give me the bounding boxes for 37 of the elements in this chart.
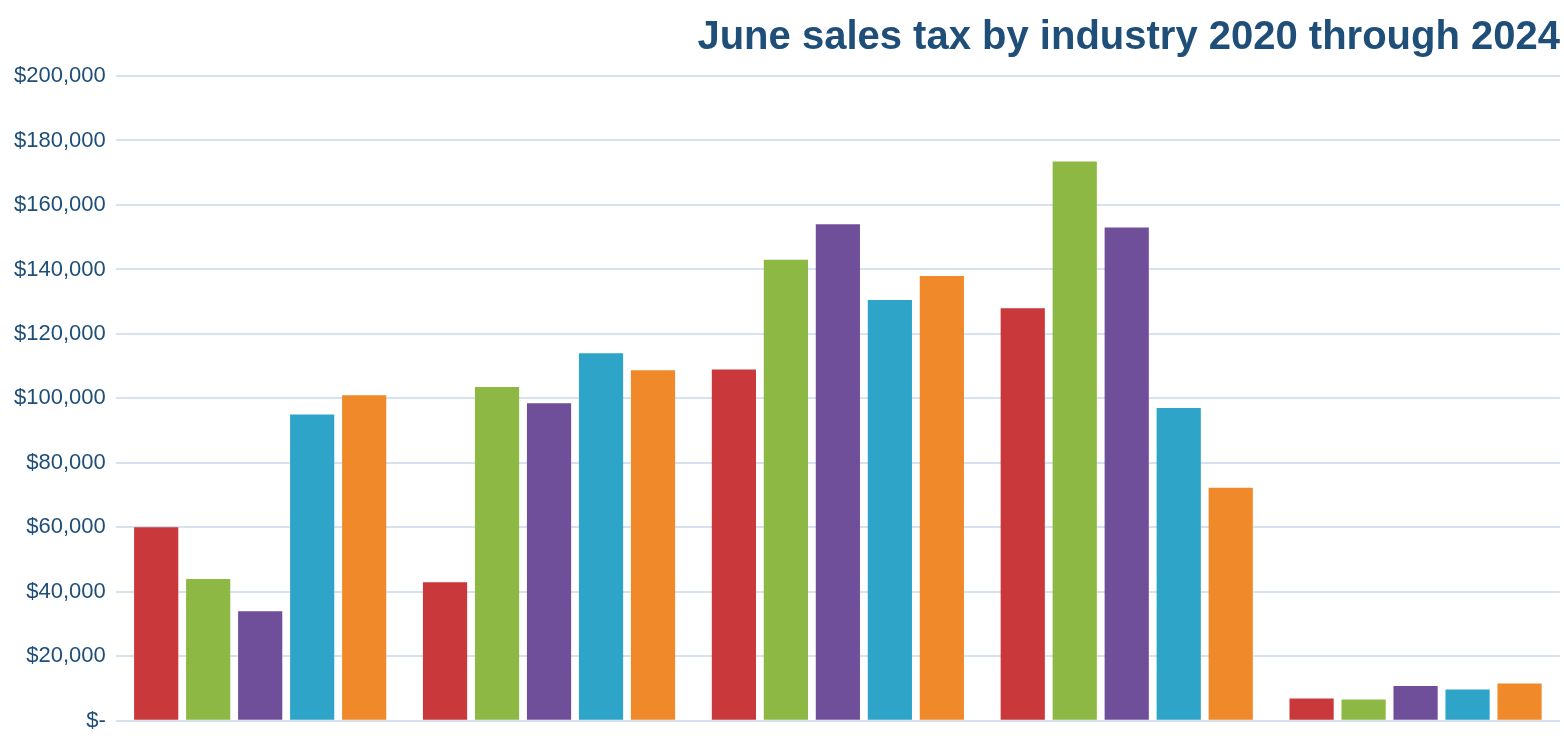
bar [1341,699,1386,720]
bar [1052,161,1097,720]
y-tick-label: $20,000 [26,642,106,668]
bar [474,387,520,720]
y-tick-label: $100,000 [13,384,106,410]
bar [1000,308,1045,720]
y-tick-label: $200,000 [13,62,106,88]
bar [422,582,468,720]
y-tick-label: $60,000 [26,513,106,539]
bar [763,259,808,720]
bar [630,370,676,720]
y-tick-label: $140,000 [13,255,106,281]
bar [342,395,387,720]
bar [1208,487,1253,720]
y-tick-label: $40,000 [26,577,106,603]
bar [186,578,231,720]
bar [711,369,756,720]
bar [1393,685,1438,720]
y-tick-label: $180,000 [13,126,106,152]
bar [867,300,912,720]
bar [1156,408,1201,720]
chart-title: June sales tax by industry 2020 through 2024 [697,13,1561,58]
bar [578,353,624,720]
y-tick-label: $80,000 [26,448,106,474]
bar [1104,227,1149,720]
bar [1445,689,1490,720]
bar [134,527,179,720]
bar [290,414,335,720]
bar [815,224,860,720]
bar [238,611,283,720]
bar [919,275,964,720]
bar [1289,698,1334,720]
bar [526,403,572,720]
y-tick-label: $120,000 [13,319,106,345]
y-tick-label: $- [86,706,106,732]
y-tick-label: $160,000 [13,191,106,217]
bar [1497,683,1542,720]
